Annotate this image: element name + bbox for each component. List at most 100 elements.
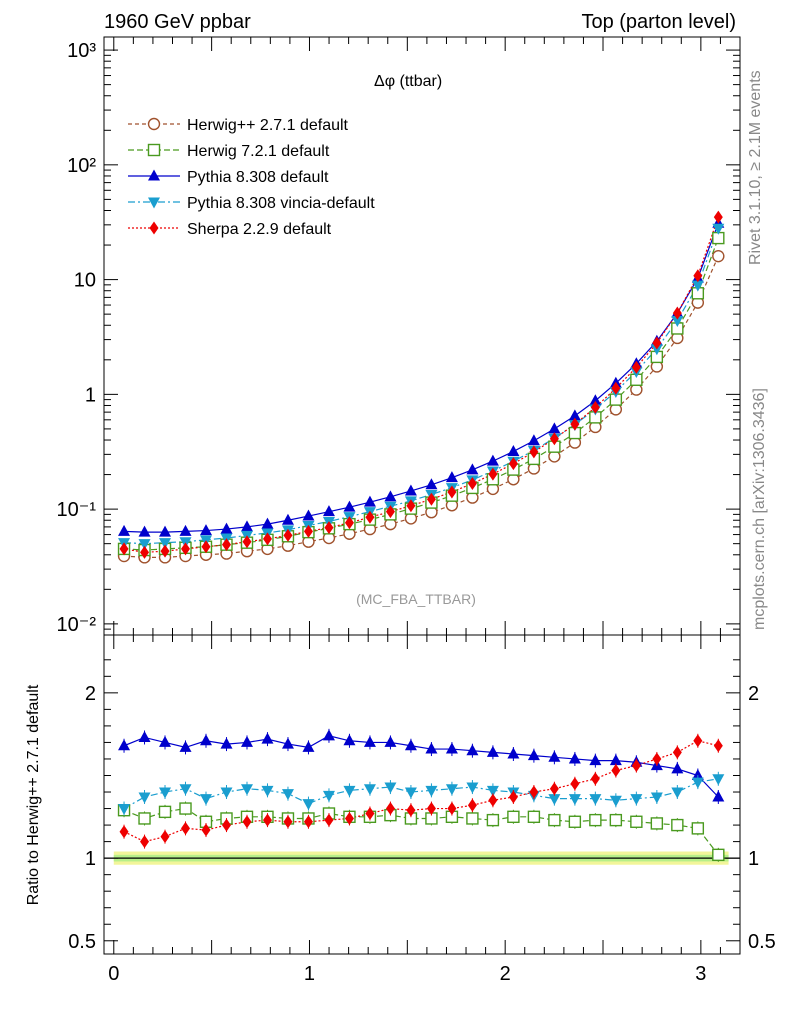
data-point bbox=[138, 539, 151, 551]
ratio-panel-series bbox=[117, 728, 725, 862]
data-point bbox=[466, 463, 479, 475]
ratio-y-tick-label: 0.5 bbox=[68, 931, 96, 953]
distribution-title: Δφ (ttbar) bbox=[374, 73, 442, 90]
data-point bbox=[712, 249, 725, 263]
data-point bbox=[179, 524, 192, 536]
ratio-point bbox=[324, 813, 334, 827]
ratio-point bbox=[240, 735, 253, 747]
ratio-point bbox=[672, 745, 682, 759]
data-point bbox=[425, 478, 438, 490]
ratio-point bbox=[262, 813, 272, 827]
data-point bbox=[447, 485, 457, 499]
ratio-point bbox=[609, 795, 622, 807]
data-point bbox=[220, 522, 233, 534]
data-point bbox=[691, 280, 704, 292]
data-point bbox=[138, 525, 151, 537]
reference-uncertainty-band bbox=[104, 851, 740, 865]
legend-marker bbox=[148, 169, 160, 181]
ratio-point bbox=[568, 794, 581, 806]
data-point bbox=[199, 524, 212, 536]
ratio-point bbox=[384, 782, 397, 794]
data-point bbox=[242, 535, 252, 549]
ratio-point bbox=[589, 754, 602, 766]
ratio-point bbox=[549, 782, 559, 796]
series-line-1 bbox=[124, 237, 719, 551]
ratio-point bbox=[712, 774, 725, 786]
ratio-point bbox=[609, 754, 622, 766]
ratio-point bbox=[568, 752, 581, 764]
data-point bbox=[324, 521, 334, 535]
data-point bbox=[283, 528, 293, 542]
ratio-point bbox=[158, 805, 172, 819]
data-point bbox=[713, 210, 723, 224]
ratio-point bbox=[712, 790, 725, 802]
ratio-point bbox=[445, 742, 458, 754]
ratio-panel-frame bbox=[103, 634, 741, 955]
data-point bbox=[650, 344, 663, 356]
ratio-series-line-0 bbox=[123, 807, 719, 856]
ratio-point bbox=[118, 739, 131, 751]
data-point bbox=[240, 520, 253, 532]
data-point bbox=[672, 306, 682, 320]
ratio-point bbox=[589, 813, 602, 827]
ratio-point bbox=[302, 740, 315, 752]
legend-entry: Herwig 7.2.1 default bbox=[187, 143, 330, 160]
ratio-point bbox=[527, 749, 540, 761]
ratio-point bbox=[548, 794, 561, 806]
ratio-point bbox=[159, 735, 172, 747]
data-point bbox=[529, 445, 539, 459]
data-point bbox=[568, 409, 581, 421]
ratio-point bbox=[507, 810, 520, 824]
ratio-point bbox=[529, 785, 539, 799]
data-point bbox=[363, 495, 376, 507]
ratio-point bbox=[691, 822, 705, 835]
ratio-point bbox=[691, 768, 704, 780]
ratio-point bbox=[160, 830, 170, 844]
ratio-point bbox=[466, 812, 479, 825]
ratio-point bbox=[467, 798, 477, 812]
data-point bbox=[181, 542, 191, 556]
data-point bbox=[486, 454, 499, 466]
process-title: Top (parton level) bbox=[581, 11, 736, 33]
data-point bbox=[507, 444, 520, 456]
series-line-0 bbox=[124, 255, 719, 558]
ratio-point bbox=[343, 785, 356, 797]
x-tick-label: 2 bbox=[500, 963, 511, 985]
data-point bbox=[281, 513, 294, 525]
data-point bbox=[303, 524, 313, 538]
ratio-point bbox=[486, 745, 499, 757]
ratio-point bbox=[611, 764, 621, 778]
data-point bbox=[385, 505, 395, 519]
data-point bbox=[527, 434, 540, 446]
ratio-point bbox=[691, 777, 704, 789]
legend-marker bbox=[147, 143, 161, 157]
ratio-point bbox=[508, 790, 518, 804]
legend: Herwig++ 2.7.1 default Herwig 7.2.1 defau… bbox=[128, 117, 375, 238]
ratio-point bbox=[343, 734, 356, 746]
series-line-4 bbox=[123, 216, 719, 553]
ratio-point bbox=[486, 785, 499, 797]
ratio-point bbox=[631, 759, 641, 773]
ratio-point bbox=[199, 794, 212, 806]
data-point bbox=[322, 505, 335, 517]
legend-entry: Sherpa 2.2.9 default bbox=[187, 221, 332, 238]
y-tick-label: 10⁻¹ bbox=[57, 499, 97, 521]
ratio-point bbox=[365, 807, 375, 821]
ratio-point bbox=[220, 787, 233, 799]
data-point bbox=[548, 422, 561, 434]
ratio-point bbox=[179, 784, 192, 796]
ratio-point bbox=[322, 729, 335, 741]
ratio-point bbox=[222, 818, 232, 832]
ratio-point bbox=[650, 792, 663, 804]
ratio-series-line-1 bbox=[123, 735, 719, 798]
ratio-point bbox=[466, 782, 479, 794]
legend-marker bbox=[148, 197, 160, 209]
ratio-y-tick-label: 1 bbox=[85, 848, 96, 870]
ratio-point bbox=[527, 810, 541, 824]
ratio-point bbox=[466, 744, 479, 756]
ratio-point bbox=[570, 777, 580, 791]
ratio-point bbox=[242, 815, 252, 829]
ratio-point bbox=[488, 793, 498, 807]
ratio-point bbox=[425, 785, 438, 797]
ratio-y-tick-label: 2 bbox=[85, 683, 96, 705]
